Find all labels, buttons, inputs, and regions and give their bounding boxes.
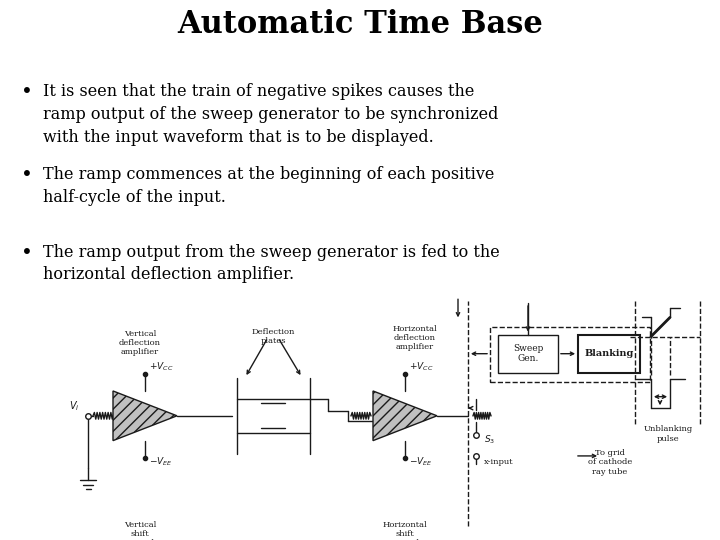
Text: $-V_{EE}$: $-V_{EE}$ bbox=[149, 455, 173, 468]
Polygon shape bbox=[113, 391, 177, 441]
Text: x-input: x-input bbox=[484, 458, 513, 465]
Text: Vertical
deflection
amplifier: Vertical deflection amplifier bbox=[119, 330, 161, 356]
Text: $+V_{CC}$: $+V_{CC}$ bbox=[409, 361, 433, 373]
Text: $V_i$: $V_i$ bbox=[70, 400, 80, 413]
Text: Automatic Time Base: Automatic Time Base bbox=[177, 9, 543, 40]
Text: Deflection
plates: Deflection plates bbox=[251, 328, 294, 345]
Text: The ramp output from the sweep generator is fed to the
horizontal deflection amp: The ramp output from the sweep generator… bbox=[43, 244, 500, 284]
Text: To grid
of cathode
ray tube: To grid of cathode ray tube bbox=[588, 449, 632, 476]
Text: It is seen that the train of negative spikes causes the
ramp output of the sweep: It is seen that the train of negative sp… bbox=[43, 83, 498, 146]
Text: Horizontal
shift
control: Horizontal shift control bbox=[382, 521, 428, 540]
Text: Vertical
shift
control: Vertical shift control bbox=[124, 521, 156, 540]
Text: $+V_{CC}$: $+V_{CC}$ bbox=[149, 361, 174, 373]
Text: Sweep
Gen.: Sweep Gen. bbox=[513, 344, 543, 363]
Text: $S_3$: $S_3$ bbox=[484, 434, 495, 446]
Text: •: • bbox=[21, 244, 32, 262]
Text: Unblanking
pulse: Unblanking pulse bbox=[644, 426, 693, 443]
Polygon shape bbox=[373, 391, 437, 441]
Text: The ramp commences at the beginning of each positive
half-cycle of the input.: The ramp commences at the beginning of e… bbox=[43, 166, 495, 206]
Bar bbox=[578, 335, 640, 373]
Text: $-V_{EE}$: $-V_{EE}$ bbox=[409, 455, 433, 468]
Text: Blanking: Blanking bbox=[585, 349, 634, 358]
Text: •: • bbox=[21, 83, 32, 102]
Bar bbox=[498, 335, 558, 373]
Text: •: • bbox=[21, 166, 32, 185]
Text: Horizontal
deflection
amplifier: Horizontal deflection amplifier bbox=[392, 325, 437, 352]
Bar bbox=[490, 327, 650, 382]
